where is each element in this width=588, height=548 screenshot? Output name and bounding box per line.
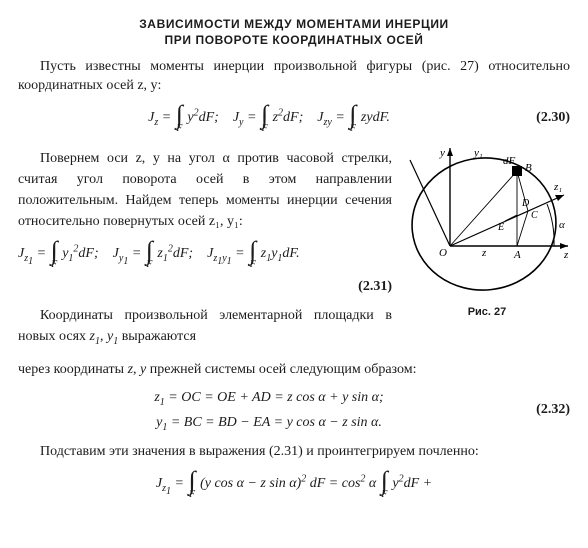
axis-z1-label: z₁ (553, 181, 562, 193)
axis-y1-label: y₁ (473, 147, 483, 159)
A-label: A (513, 249, 521, 261)
title-line-2: ПРИ ПОВОРОТЕ КООРДИНАТНЫХ ОСЕЙ (165, 33, 424, 47)
equation-2-31: Jz1 = ∫F y12dF; Jy1 = ∫F z12dF; Jz1y1 = … (18, 238, 392, 270)
eq-number: (2.30) (520, 109, 570, 128)
eq-number: (2.31) (342, 278, 392, 297)
para-4: Подставим эти значения в выражения (2.31… (18, 443, 570, 462)
figure-27: y y₁ z z₁ α O z A B C D E dF Рис. 27 (404, 142, 570, 320)
axis-y-label: y (439, 147, 445, 159)
B-label: B (525, 162, 532, 174)
O-label: O (439, 247, 447, 259)
eq-body: z1 = OC = OE + AD = z cos α + y sin α; y… (18, 386, 520, 436)
axis-z-label: z (563, 249, 569, 261)
para-3-part1: Координаты произвольной элементарной пло… (18, 305, 392, 349)
E-label: E (497, 222, 504, 233)
para-2: Повернем оси z, y на угол α против часов… (18, 148, 392, 232)
equation-last: Jz1 = ∫F (y cos α − z sin α)2 dF = cos2 … (18, 468, 570, 500)
alpha-label: α (559, 219, 565, 231)
eq-body: Jz = ∫F y2dF; Jy = ∫F z2dF; Jzy = ∫F zyd… (18, 102, 520, 134)
eq-body: Jz1 = ∫F (y cos α − z sin α)2 dF = cos2 … (18, 468, 570, 500)
para-3-part2: через координаты z, y прежней системы ос… (18, 361, 570, 380)
C-label: C (531, 210, 538, 221)
D-label: D (521, 198, 530, 209)
eq-number: (2.32) (520, 401, 570, 420)
page-title: ЗАВИСИМОСТИ МЕЖДУ МОМЕНТАМИ ИНЕРЦИИ ПРИ … (18, 16, 570, 48)
figure-27-svg: y y₁ z z₁ α O z A B C D E dF (404, 142, 570, 292)
equation-2-30: Jz = ∫F y2dF; Jy = ∫F z2dF; Jzy = ∫F zyd… (18, 102, 570, 134)
title-line-1: ЗАВИСИМОСТИ МЕЖДУ МОМЕНТАМИ ИНЕРЦИИ (139, 17, 449, 31)
text-figure-row: Повернем оси z, y на угол α против часов… (18, 142, 570, 355)
para-1: Пусть известны моменты инерции произволь… (18, 58, 570, 96)
z-lower-label: z (481, 247, 487, 259)
figure-caption: Рис. 27 (404, 305, 570, 320)
equation-2-31-num-row: (2.31) (18, 278, 392, 297)
dF-label: dF (503, 155, 516, 167)
eq-body: Jz1 = ∫F y12dF; Jy1 = ∫F z12dF; Jz1y1 = … (18, 238, 392, 270)
equation-2-32: z1 = OC = OE + AD = z cos α + y sin α; y… (18, 386, 570, 436)
